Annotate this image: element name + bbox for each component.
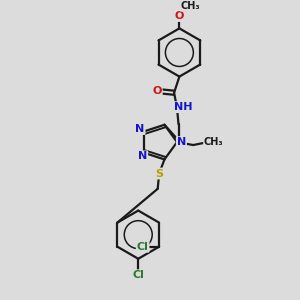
Text: N: N — [138, 151, 147, 161]
Text: N: N — [177, 137, 186, 147]
Text: S: S — [155, 169, 163, 178]
Text: CH₃: CH₃ — [180, 1, 200, 11]
Text: N: N — [135, 124, 145, 134]
Text: NH: NH — [174, 102, 193, 112]
Text: O: O — [152, 86, 162, 96]
Text: CH₃: CH₃ — [204, 137, 224, 147]
Text: Cl: Cl — [137, 242, 148, 252]
Text: Cl: Cl — [132, 270, 144, 280]
Text: O: O — [175, 11, 184, 21]
